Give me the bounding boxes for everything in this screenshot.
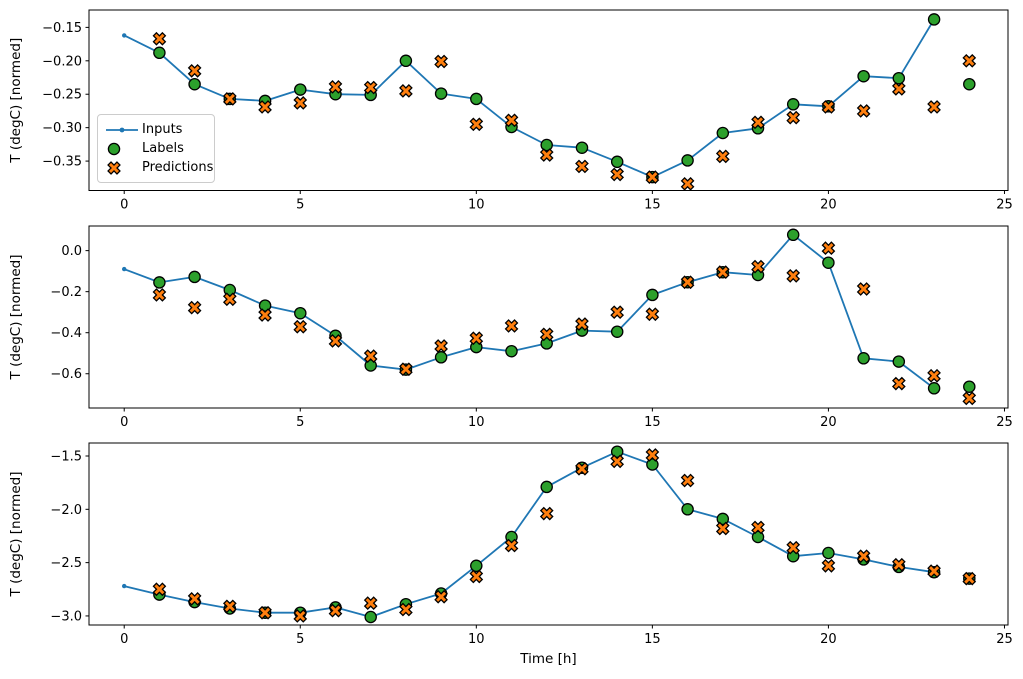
x-marker-swatch-icon xyxy=(107,160,121,175)
svg-text:−0.20: −0.20 xyxy=(42,54,82,69)
svg-text:−3.0: −3.0 xyxy=(50,609,82,624)
line-swatch-icon xyxy=(106,127,138,132)
subplot-middle: 0 5 10 15 20 25 0.0 −0.2 −0.4 −0.6 T (degC) [norme… xyxy=(8,225,1013,430)
svg-text:25: 25 xyxy=(996,632,1013,647)
svg-text:−0.6: −0.6 xyxy=(50,367,82,382)
legend-label-inputs: Inputs xyxy=(142,122,183,137)
svg-text:T (degC) [normed]: T (degC) [normed] xyxy=(8,38,24,164)
svg-text:T (degC) [normed]: T (degC) [normed] xyxy=(8,472,24,598)
svg-text:−2.0: −2.0 xyxy=(50,503,82,518)
svg-text:20: 20 xyxy=(820,632,837,647)
svg-text:10: 10 xyxy=(468,198,485,213)
svg-text:−1.5: −1.5 xyxy=(50,450,82,465)
svg-text:20: 20 xyxy=(820,415,837,430)
svg-text:0: 0 xyxy=(120,632,128,647)
svg-text:5: 5 xyxy=(296,198,304,213)
svg-text:10: 10 xyxy=(468,415,485,430)
legend-item-labels: Labels xyxy=(104,139,208,158)
legend-item-inputs: Inputs xyxy=(104,120,208,139)
svg-text:20: 20 xyxy=(820,198,837,213)
svg-text:5: 5 xyxy=(296,415,304,430)
svg-text:−0.30: −0.30 xyxy=(42,121,82,136)
svg-text:0: 0 xyxy=(120,198,128,213)
svg-text:15: 15 xyxy=(644,198,661,213)
svg-text:15: 15 xyxy=(644,632,661,647)
circle-swatch-icon xyxy=(107,142,121,155)
subplot-bottom: 0 5 10 15 20 25 −1.5 −2.0 −2.5 −3.0 T (degC) [norm… xyxy=(8,442,1013,667)
svg-text:0: 0 xyxy=(120,415,128,430)
svg-text:−0.15: −0.15 xyxy=(42,21,82,36)
legend: Inputs Labels Predictions xyxy=(97,114,215,183)
svg-text:25: 25 xyxy=(996,198,1013,213)
svg-text:Time [h]: Time [h] xyxy=(519,651,576,667)
svg-text:−0.4: −0.4 xyxy=(50,326,82,341)
legend-label-labels: Labels xyxy=(142,141,184,156)
svg-text:15: 15 xyxy=(644,415,661,430)
svg-text:5: 5 xyxy=(296,632,304,647)
svg-text:−0.2: −0.2 xyxy=(50,285,82,300)
svg-text:25: 25 xyxy=(996,415,1013,430)
svg-text:−2.5: −2.5 xyxy=(50,556,82,571)
legend-item-predictions: Predictions xyxy=(104,158,213,177)
svg-text:−0.25: −0.25 xyxy=(42,88,82,103)
svg-text:−0.35: −0.35 xyxy=(42,155,82,170)
svg-text:10: 10 xyxy=(468,632,485,647)
subplot-top: 0 5 10 15 20 25 −0.15 −0.20 −0.25 −0.30 −0.35 T (de… xyxy=(8,9,1013,213)
svg-text:T (degC) [normed]: T (degC) [normed] xyxy=(8,255,24,381)
legend-label-predictions: Predictions xyxy=(142,160,214,175)
svg-text:0.0: 0.0 xyxy=(61,244,82,259)
